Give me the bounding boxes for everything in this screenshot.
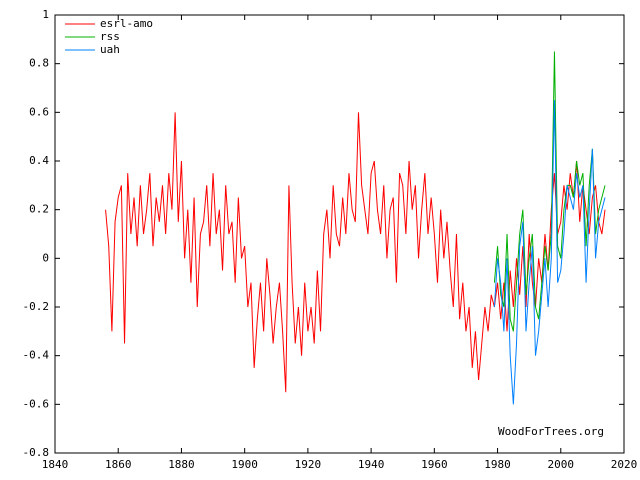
x-tick-label: 1960 [421,458,448,471]
y-tick-label: 0.2 [29,203,49,216]
x-tick-label: 1880 [168,458,195,471]
series-line [493,51,606,332]
y-tick-label: -0.8 [23,446,50,459]
x-tick-label: 1840 [42,458,69,471]
y-tick-label: 0 [42,251,49,264]
x-tick-label: 1900 [231,458,258,471]
x-tick-label: 2020 [611,458,638,471]
y-tick-label: 0.8 [29,57,49,70]
legend-label: rss [100,30,120,43]
legend-label: uah [100,43,120,56]
watermark: WoodForTrees.org [498,425,604,438]
y-tick-label: -0.4 [23,349,50,362]
y-tick-label: 0.4 [29,154,49,167]
legend-label: esrl-amo [100,17,153,30]
x-tick-label: 1980 [484,458,511,471]
x-tick-label: 2000 [548,458,575,471]
y-tick-label: 1 [42,8,49,21]
y-tick-label: -0.6 [23,397,50,410]
x-tick-label: 1920 [295,458,322,471]
x-tick-label: 1860 [105,458,132,471]
plot-frame [54,14,625,454]
y-tick-label: -0.2 [23,300,50,313]
x-tick-label: 1940 [358,458,385,471]
series-line [105,112,606,393]
series-line [493,100,606,405]
y-tick-label: 0.6 [29,105,49,118]
